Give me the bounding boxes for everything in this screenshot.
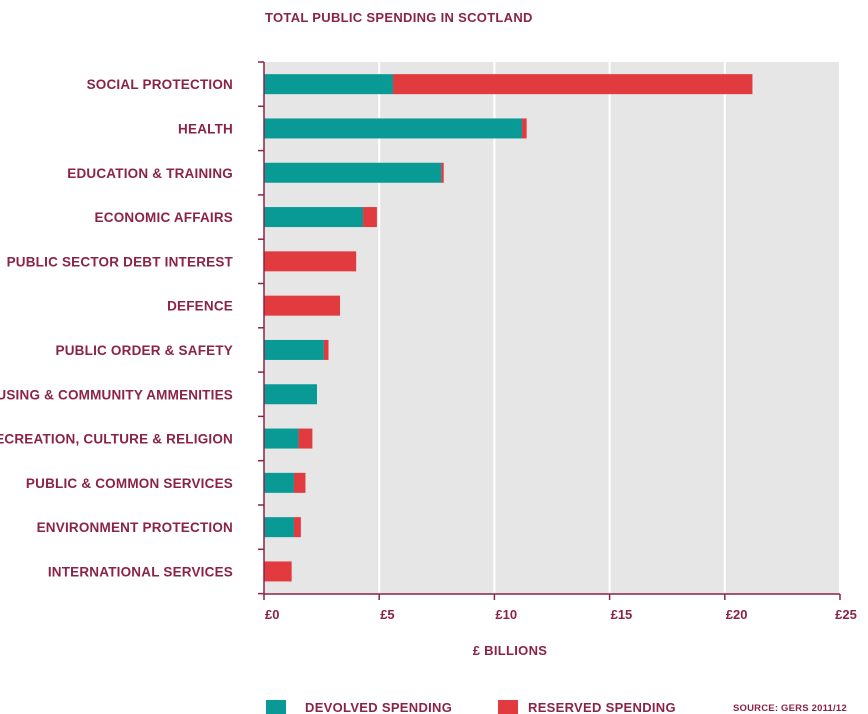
category-label: HOUSING & COMMUNITY AMMENITIES — [0, 387, 233, 402]
bars — [264, 74, 753, 582]
bar-segment — [264, 561, 292, 582]
legend-swatch-reserved — [498, 700, 518, 714]
bar-segment — [264, 472, 294, 493]
bar-segment — [264, 517, 294, 538]
x-tick-label: £15 — [611, 607, 633, 622]
category-label: PUBLIC SECTOR DEBT INTEREST — [7, 254, 234, 269]
bar-segment — [441, 162, 444, 183]
bar-segment — [264, 251, 357, 272]
x-tick-label: £0 — [265, 607, 279, 622]
bar-segment — [393, 74, 753, 95]
category-label: HEALTH — [178, 121, 233, 136]
category-label: SOCIAL PROTECTION — [87, 77, 233, 92]
bar-segment — [264, 339, 324, 360]
axes — [258, 61, 841, 600]
category-label: RECREATION, CULTURE & RELIGION — [0, 432, 233, 447]
x-tick-labels: £0 £5 £10 £15 £20 £25 — [265, 607, 857, 622]
category-label: INTERNATIONAL SERVICES — [48, 564, 233, 579]
category-label: ENVIRONMENT PROTECTION — [37, 520, 233, 535]
category-label: PUBLIC & COMMON SERVICES — [26, 476, 233, 491]
x-tick-label: £25 — [835, 607, 857, 622]
bar-segment — [298, 428, 313, 449]
x-tick-label: £5 — [380, 607, 394, 622]
category-label: EDUCATION & TRAINING — [67, 166, 233, 181]
x-axis-title: £ BILLIONS — [473, 643, 548, 658]
gridlines — [378, 62, 841, 594]
bar-segment — [293, 472, 306, 493]
chart-title: TOTAL PUBLIC SPENDING IN SCOTLAND — [265, 10, 533, 25]
bar-segment — [264, 384, 317, 405]
plot-background — [264, 62, 840, 594]
legend-label-reserved: RESERVED SPENDING — [528, 700, 676, 714]
bar-segment — [522, 118, 527, 139]
bar-segment — [264, 162, 442, 183]
source-note: SOURCE: GERS 2011/12 — [733, 703, 847, 714]
category-label: DEFENCE — [167, 299, 233, 314]
legend-swatch-devolved — [266, 700, 286, 714]
legend: DEVOLVED SPENDING RESERVED SPENDING — [266, 700, 676, 714]
bar-segment — [264, 207, 364, 228]
bar-segment — [323, 339, 329, 360]
x-tick-label: £20 — [726, 607, 748, 622]
category-labels: SOCIAL PROTECTION HEALTH EDUCATION & TRAIN… — [0, 77, 234, 579]
bar-segment — [264, 118, 523, 139]
bar-segment — [264, 428, 299, 449]
category-label: PUBLIC ORDER & SAFETY — [56, 343, 233, 358]
x-tick-label: £10 — [495, 607, 517, 622]
bar-segment — [293, 517, 301, 538]
bar-segment — [264, 74, 394, 95]
category-label: ECONOMIC AFFAIRS — [95, 210, 233, 225]
bar-segment — [264, 295, 341, 316]
bar-segment — [363, 207, 377, 228]
legend-label-devolved: DEVOLVED SPENDING — [305, 700, 452, 714]
